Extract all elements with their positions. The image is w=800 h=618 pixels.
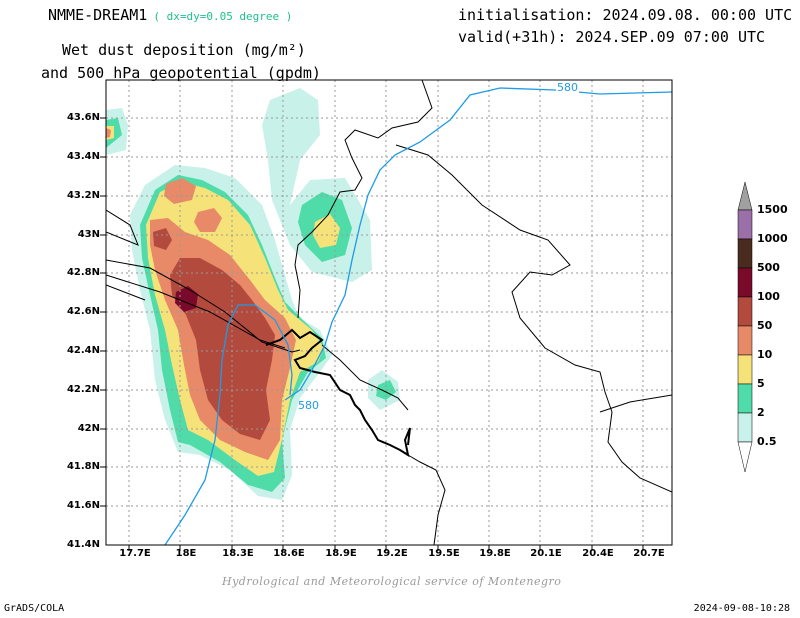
geopotential-contour-580 (164, 304, 293, 545)
lat-tick-label: 42.2N (66, 384, 100, 395)
deposition-band-50 (153, 228, 172, 250)
axis-ticks (100, 117, 644, 551)
colorbar-label: 500 (757, 261, 780, 274)
initialisation-time: initialisation: 2024.09.08. 00:00 UTC (458, 6, 793, 24)
colorbar-label: 2 (757, 406, 765, 419)
lat-tick-label: 42.4N (66, 345, 100, 356)
colorbar-swatch (737, 412, 753, 443)
deposition-field (106, 80, 672, 545)
deposition-band-10 (106, 128, 111, 138)
lat-tick-label: 42.6N (66, 306, 100, 317)
model-title: NMME-DREAM1 ( dx=dy=0.05 degree ) (48, 6, 292, 24)
contour-label-580: 580 (298, 399, 319, 412)
lon-tick-label: 20.4E (582, 548, 614, 559)
lat-tick-label: 43.4N (66, 151, 100, 162)
valid-time: valid(+31h): 2024.SEP.09 07:00 UTC (458, 28, 766, 46)
lon-tick-label: 19.8E (479, 548, 511, 559)
lon-tick-label: 18.9E (325, 548, 357, 559)
lon-tick-label: 19.5E (428, 548, 460, 559)
contour-label-580: 580 (556, 81, 579, 94)
lon-tick-label: 18.3E (222, 548, 254, 559)
lat-tick-label: 41.4N (66, 539, 100, 550)
colorbar-swatch-over (737, 181, 753, 211)
colorbar-swatch (737, 354, 753, 385)
grid-resolution: ( dx=dy=0.05 degree ) (153, 10, 293, 23)
model-name: NMME-DREAM1 (48, 6, 148, 24)
lat-tick-label: 43.6N (66, 112, 100, 123)
colorbar-label: 100 (757, 290, 780, 303)
lon-tick-label: 17.7E (119, 548, 151, 559)
colorbar-label: 1000 (757, 232, 788, 245)
colorbar-swatch (737, 209, 753, 240)
lat-tick-label: 42.8N (66, 267, 100, 278)
lat-tick-label: 42N (77, 423, 100, 434)
generated-timestamp: 2024-09-08-10:28 (693, 603, 790, 614)
colorbar-swatch (737, 238, 753, 269)
colorbar-swatch (737, 325, 753, 356)
colorbar-label: 5 (757, 377, 765, 390)
colorbar-label: 50 (757, 319, 773, 332)
lon-tick-label: 18.6E (273, 548, 305, 559)
lat-tick-label: 43.2N (66, 190, 100, 201)
lon-tick-label: 20.7E (633, 548, 665, 559)
colorbar-label: 1500 (757, 203, 788, 216)
colorbar-swatch (737, 383, 753, 414)
colorbar-swatch (737, 296, 753, 327)
geopotential-contour-580 (284, 87, 672, 401)
lat-tick-label: 41.8N (66, 461, 100, 472)
country-borders (106, 80, 672, 545)
lon-tick-label: 18E (175, 548, 197, 559)
deposition-band-5 (313, 214, 340, 248)
colorbar-swatch (737, 267, 753, 298)
colorbar (737, 181, 753, 473)
deposition-band-100 (175, 286, 198, 312)
lon-tick-label: 20.1E (530, 548, 562, 559)
lat-tick-label: 43N (77, 229, 100, 240)
colorbar-label: 10 (757, 348, 773, 361)
software-credit: GrADS/COLA (4, 603, 65, 614)
lat-tick-label: 41.6N (66, 500, 100, 511)
institution-credit: Hydrological and Meteorological service … (222, 575, 562, 588)
colorbar-swatch-under (737, 441, 753, 473)
deposition-band-10 (194, 208, 222, 232)
graticule (106, 80, 672, 545)
lon-tick-label: 19.2E (376, 548, 408, 559)
product-title-line2: and 500 hPa geopotential (gpdm) (41, 64, 321, 82)
colorbar-label: 0.5 (757, 435, 777, 448)
product-title-line1: Wet dust deposition (mg/m²) (62, 41, 306, 59)
coastline (265, 328, 411, 458)
